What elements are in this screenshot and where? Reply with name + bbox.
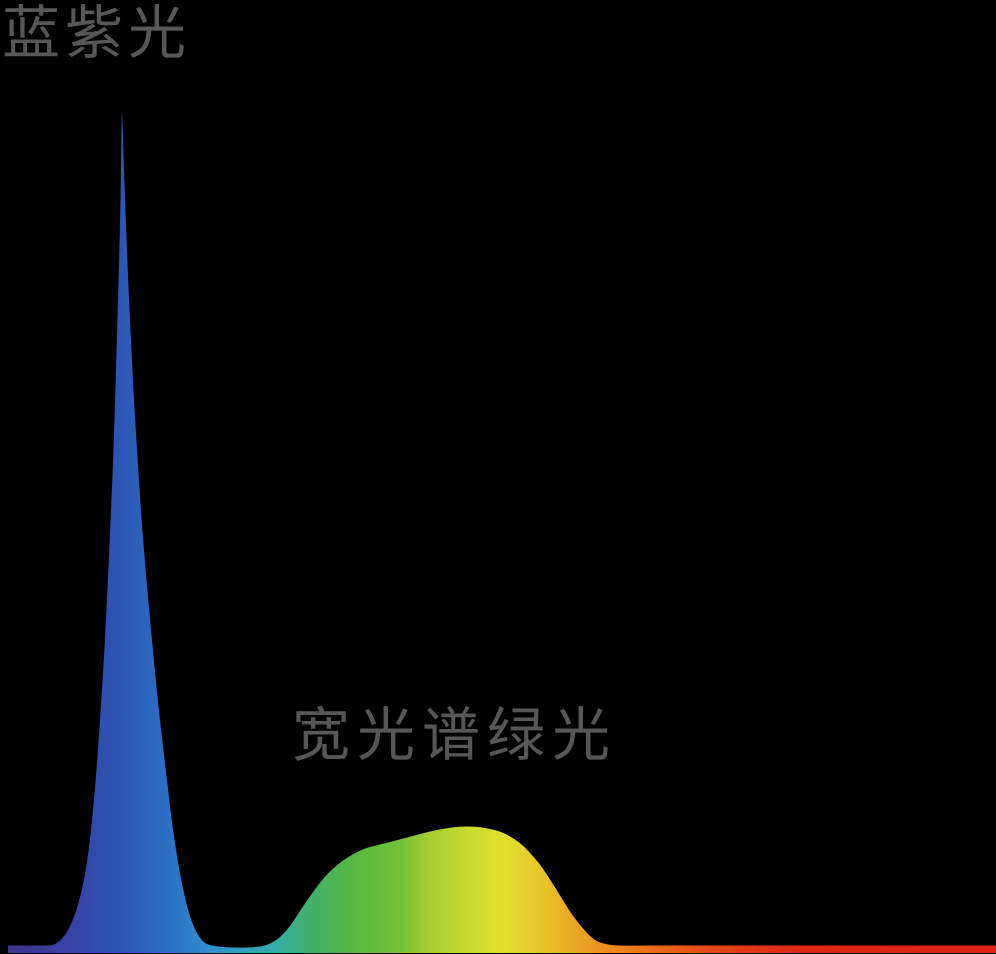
label-blue-violet-light: 蓝紫光 — [2, 1, 192, 66]
spectrum-area-curve — [8, 113, 996, 953]
label-broad-spectrum-green-light: 宽光谱绿光 — [292, 703, 618, 768]
